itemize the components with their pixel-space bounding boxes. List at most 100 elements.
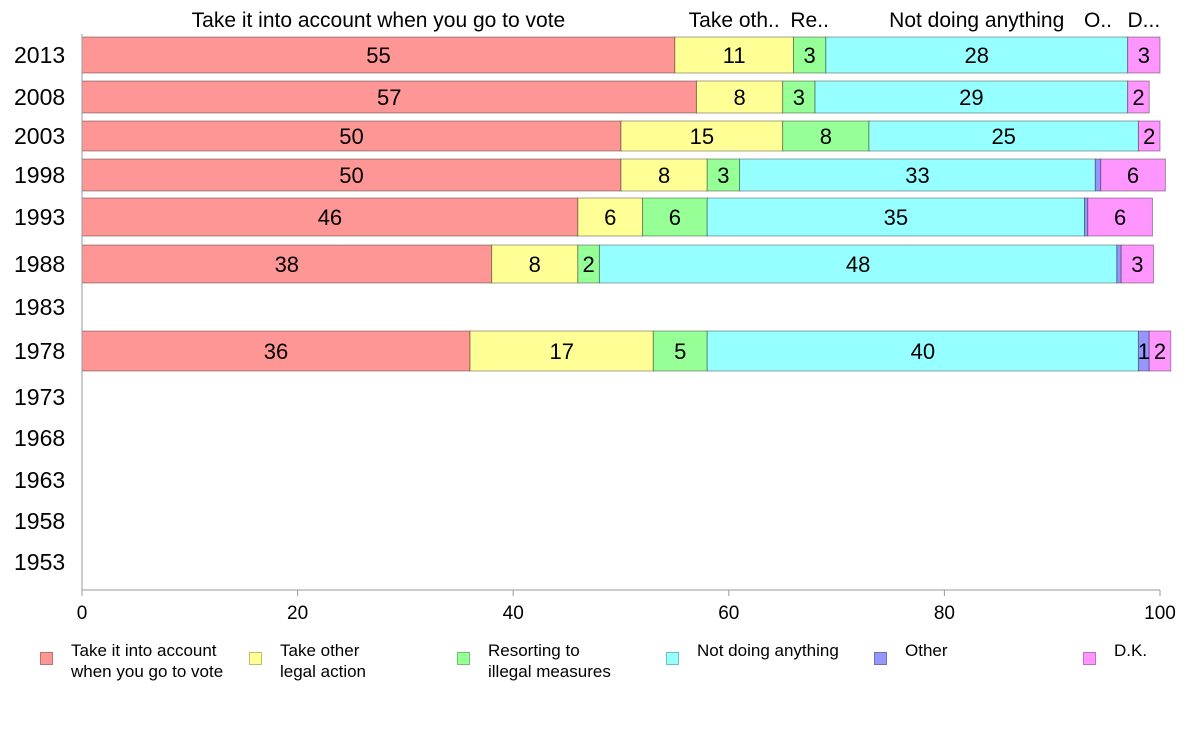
- bar-segment: [782, 80, 816, 114]
- bar-segment: [792, 36, 827, 74]
- bar-segment: [706, 330, 1139, 372]
- series-header-label: Not doing anything: [889, 9, 1064, 32]
- data-label: 57: [377, 85, 401, 110]
- bar-segments: [81, 36, 1172, 372]
- data-label: 38: [275, 252, 299, 277]
- y-tick-label: 1958: [14, 508, 65, 534]
- data-label: 33: [905, 163, 929, 188]
- bar-segment: [825, 36, 1129, 74]
- data-label: 28: [964, 43, 988, 68]
- legend-item: D.K.: [1083, 640, 1147, 665]
- legend-swatch: [1083, 652, 1096, 665]
- legend-swatch: [40, 652, 53, 665]
- data-label: 15: [690, 124, 714, 149]
- data-label: 46: [318, 205, 342, 230]
- bar-segment: [81, 36, 676, 74]
- legend-label: D.K.: [1114, 641, 1148, 660]
- data-label: 36: [264, 339, 288, 364]
- bar-segment: [1120, 244, 1155, 284]
- data-label: 50: [339, 124, 363, 149]
- x-tick-label: 80: [934, 603, 955, 624]
- data-label: 8: [529, 252, 541, 277]
- data-label: 3: [793, 85, 805, 110]
- series-header-label: Re..: [790, 9, 829, 32]
- data-label: 3: [1131, 252, 1143, 277]
- series-header-label: Take it into account when you go to vote: [192, 9, 566, 32]
- data-label: 6: [604, 205, 616, 230]
- y-tick-label: 1993: [14, 204, 65, 230]
- bar-segment: [1116, 244, 1122, 284]
- x-tick-label: 40: [503, 603, 524, 624]
- data-label: 40: [911, 339, 935, 364]
- bar-segment: [1148, 330, 1172, 372]
- series-header-labels: Take it into account when you go to vote…: [192, 9, 1161, 32]
- data-label: 6: [1114, 205, 1126, 230]
- series-header-label: D...: [1127, 9, 1160, 32]
- bar-segment: [1100, 158, 1166, 192]
- bar-segment: [868, 120, 1139, 152]
- y-tick-label: 2013: [14, 42, 65, 68]
- y-tick-label: 1963: [14, 467, 65, 493]
- legend-item: Other: [874, 640, 948, 665]
- bar-segment: [469, 330, 654, 372]
- x-tick-label: 0: [77, 603, 88, 624]
- data-label: 8: [658, 163, 670, 188]
- legend-swatch: [249, 652, 262, 665]
- data-label: 50: [339, 163, 363, 188]
- legend-label: Not doing anything: [697, 641, 839, 660]
- bar-segment: [739, 158, 1096, 192]
- data-label: 2: [1143, 124, 1155, 149]
- bar-segment: [695, 80, 784, 114]
- bar-segment: [652, 330, 708, 372]
- bar-segment: [1127, 80, 1150, 114]
- data-label: 2: [1154, 339, 1166, 364]
- data-label: 25: [991, 124, 1015, 149]
- bar-data-labels: 55 11 3 28 357 8 3 29 250 15 8 25 250 8 3 33 646 6 6 35 638 8…: [264, 43, 1166, 364]
- data-label: 35: [884, 205, 908, 230]
- bar-segment: [81, 330, 471, 372]
- bar-segment: [1127, 36, 1161, 74]
- bar-segment: [1087, 197, 1153, 237]
- legend-item: Not doing anything: [666, 640, 839, 665]
- legend-item: Take other legal action: [249, 640, 366, 682]
- data-label: 3: [804, 43, 816, 68]
- series-header-label: Take oth..: [689, 9, 780, 32]
- legend-label: Resorting to illegal measures: [488, 641, 611, 681]
- data-label: 17: [549, 339, 573, 364]
- x-tick-label: 20: [287, 603, 308, 624]
- data-label: 5: [674, 339, 686, 364]
- bar-segment: [1094, 158, 1102, 192]
- x-tick-label: 100: [1144, 603, 1176, 624]
- x-axis: 0 20 40 60 80 100: [77, 589, 1176, 624]
- x-tick-label: 60: [718, 603, 739, 624]
- data-label: 8: [733, 85, 745, 110]
- data-label: 6: [669, 205, 681, 230]
- legend-swatch: [874, 652, 887, 665]
- data-label: 6: [1127, 163, 1139, 188]
- data-label: 55: [366, 43, 390, 68]
- legend-item: Take it into account when you go to vote: [40, 640, 223, 682]
- bar-segment: [491, 244, 579, 284]
- data-label: 2: [1132, 85, 1144, 110]
- legend-label: Other: [905, 641, 948, 660]
- data-label: 3: [1138, 43, 1150, 68]
- data-label: 29: [959, 85, 983, 110]
- y-tick-label: 1998: [14, 162, 65, 188]
- legend-label: Take other legal action: [280, 641, 367, 681]
- bar-segment: [642, 197, 708, 237]
- bar-segment: [674, 36, 794, 74]
- y-tick-label: 1983: [14, 294, 65, 320]
- legend-label: Take it into account when you go to vote: [71, 641, 224, 681]
- y-tick-label: 1978: [14, 338, 65, 364]
- y-tick-label: 1953: [14, 549, 65, 575]
- bar-segment: [814, 80, 1129, 114]
- series-header-label: O..: [1084, 9, 1112, 32]
- bar-segment: [1137, 120, 1161, 152]
- legend-swatch: [666, 652, 679, 665]
- data-label: 11: [723, 43, 746, 68]
- legend-swatch: [457, 652, 470, 665]
- y-tick-label: 1968: [14, 425, 65, 451]
- y-tick-label: 1988: [14, 251, 65, 277]
- bar-segment: [620, 120, 784, 152]
